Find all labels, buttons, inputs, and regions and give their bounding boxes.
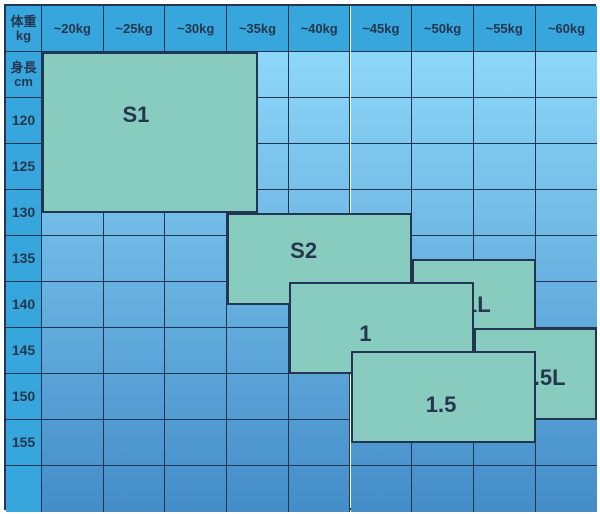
grid-cell xyxy=(351,144,413,190)
grid-cell xyxy=(474,52,536,98)
weight-col-9: ~60kg xyxy=(536,6,598,52)
grid-cell xyxy=(536,282,598,328)
grid-cell xyxy=(227,420,289,466)
grid-cell xyxy=(42,374,104,420)
height-row-9 xyxy=(6,466,42,512)
grid-cell xyxy=(536,190,598,236)
grid-cell xyxy=(165,374,227,420)
size-range-S1: S1 xyxy=(42,52,258,213)
grid-cell xyxy=(536,52,598,98)
grid-cell xyxy=(104,466,166,512)
height-row-6: 145 xyxy=(6,328,42,374)
size-range-label: 1.5 xyxy=(426,392,457,418)
grid-cell xyxy=(42,236,104,282)
grid-cell xyxy=(412,98,474,144)
grid-cell xyxy=(536,98,598,144)
grid-cell xyxy=(227,374,289,420)
grid-cell xyxy=(165,328,227,374)
grid-cell xyxy=(104,328,166,374)
height-row-8: 155 xyxy=(6,420,42,466)
grid-cell xyxy=(289,144,351,190)
grid-cell xyxy=(289,420,351,466)
size-range-label: S1 xyxy=(123,102,150,128)
weight-col-8: ~55kg xyxy=(474,6,536,52)
grid-cell xyxy=(227,466,289,512)
grid-cell xyxy=(289,466,351,512)
grid-cell xyxy=(412,190,474,236)
grid-cell xyxy=(227,328,289,374)
grid-cell xyxy=(165,420,227,466)
grid-cell xyxy=(474,466,536,512)
grid-cell xyxy=(289,374,351,420)
height-row-7: 150 xyxy=(6,374,42,420)
grid-cell xyxy=(165,466,227,512)
size-chart: 体重 kg~20kg~25kg~30kg~35kg~40kg~45kg~50kg… xyxy=(4,4,596,510)
height-row-3: 130 xyxy=(6,190,42,236)
size-range-label: 1 xyxy=(359,321,371,347)
grid-cell xyxy=(289,98,351,144)
grid-cell xyxy=(474,98,536,144)
height-row-4: 135 xyxy=(6,236,42,282)
size-range-1p5: 1.5 xyxy=(351,351,536,443)
grid-cell xyxy=(104,236,166,282)
header-corner-weight: 体重 kg xyxy=(6,6,42,52)
height-row-2: 125 xyxy=(6,144,42,190)
weight-col-7: ~50kg xyxy=(412,6,474,52)
grid-cell xyxy=(412,466,474,512)
grid-cell xyxy=(42,328,104,374)
header-corner-height: 身長 cm xyxy=(6,52,42,98)
grid-cell xyxy=(104,420,166,466)
weight-col-2: ~25kg xyxy=(104,6,166,52)
size-range-label: S2 xyxy=(290,238,317,264)
grid-cell xyxy=(42,282,104,328)
weight-col-3: ~30kg xyxy=(165,6,227,52)
weight-col-1: ~20kg xyxy=(42,6,104,52)
grid-cell xyxy=(536,236,598,282)
grid-cell xyxy=(536,466,598,512)
grid-cell xyxy=(42,420,104,466)
grid-cell xyxy=(536,144,598,190)
height-row-1: 120 xyxy=(6,98,42,144)
grid-cell xyxy=(536,420,598,466)
grid-cell xyxy=(104,374,166,420)
weight-col-6: ~45kg xyxy=(351,6,413,52)
grid-cell xyxy=(165,236,227,282)
grid-cell xyxy=(165,282,227,328)
grid-cell xyxy=(289,52,351,98)
grid-cell xyxy=(474,144,536,190)
grid-cell xyxy=(474,190,536,236)
height-row-5: 140 xyxy=(6,282,42,328)
weight-col-5: ~40kg xyxy=(289,6,351,52)
grid-cell xyxy=(351,52,413,98)
weight-col-4: ~35kg xyxy=(227,6,289,52)
grid-cell xyxy=(351,98,413,144)
grid-cell xyxy=(412,144,474,190)
grid-cell xyxy=(42,466,104,512)
grid-cell xyxy=(351,466,413,512)
grid-cell xyxy=(104,282,166,328)
grid-cell xyxy=(412,52,474,98)
